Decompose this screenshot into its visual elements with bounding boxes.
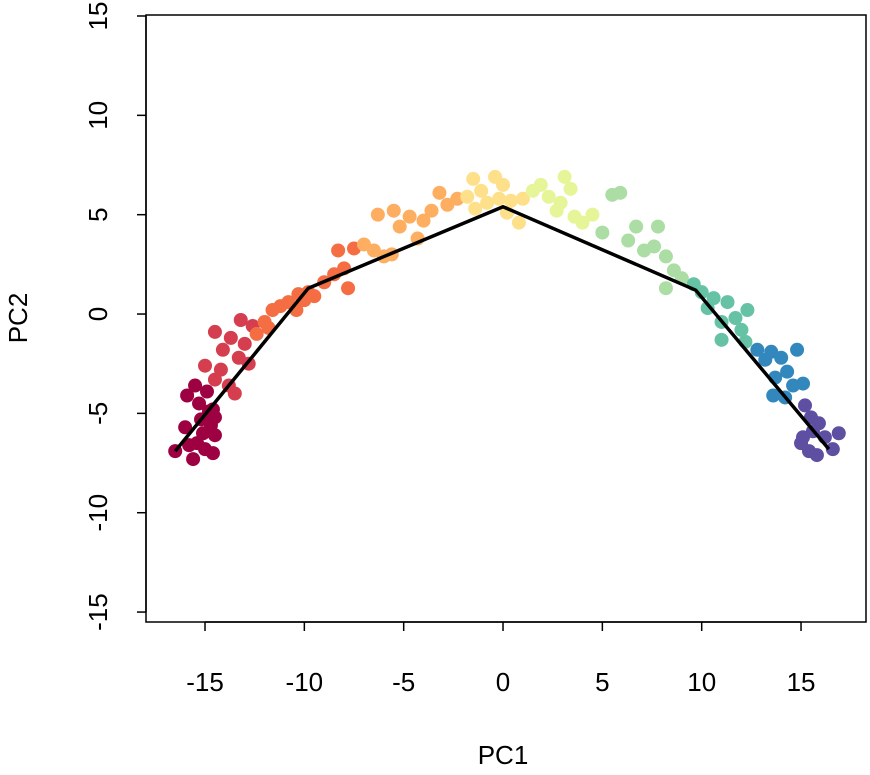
- point: [186, 452, 201, 467]
- point: [658, 281, 673, 296]
- point: [468, 201, 483, 216]
- point: [205, 446, 220, 461]
- point: [647, 239, 662, 254]
- point: [188, 378, 203, 393]
- y-tick-label: -10: [83, 494, 113, 532]
- point: [750, 342, 765, 357]
- point: [563, 181, 578, 196]
- y-tick-label: -5: [83, 402, 113, 425]
- point: [553, 195, 568, 210]
- point: [658, 249, 673, 264]
- point: [392, 219, 407, 234]
- point: [370, 207, 385, 222]
- x-tick-label: 10: [687, 667, 716, 697]
- point: [233, 312, 248, 327]
- point: [207, 410, 222, 425]
- point: [227, 386, 242, 401]
- y-tick-label: 10: [83, 101, 113, 130]
- x-axis-label: PC1: [478, 740, 529, 770]
- point: [196, 426, 211, 441]
- point: [541, 189, 556, 204]
- y-tick-label: -15: [83, 593, 113, 631]
- point: [192, 396, 207, 411]
- point: [424, 203, 439, 218]
- plot-frame: [145, 14, 867, 623]
- point: [503, 193, 518, 208]
- point: [533, 177, 548, 192]
- point: [629, 219, 644, 234]
- x-tick-label: -10: [286, 667, 324, 697]
- point: [237, 336, 252, 351]
- point: [307, 289, 322, 304]
- point: [249, 326, 264, 341]
- point: [432, 185, 447, 200]
- y-axis-label: PC2: [3, 293, 33, 344]
- point: [766, 388, 781, 403]
- point: [595, 225, 610, 240]
- point: [198, 358, 213, 373]
- point: [774, 350, 789, 365]
- point: [809, 448, 824, 463]
- point: [557, 169, 572, 184]
- point: [780, 364, 795, 379]
- point: [480, 195, 495, 210]
- point: [199, 384, 214, 399]
- point: [794, 436, 809, 451]
- point: [416, 213, 431, 228]
- point: [585, 207, 600, 222]
- principal-curve: [173, 204, 831, 453]
- point: [790, 342, 805, 357]
- x-tick-label: 0: [496, 667, 510, 697]
- point: [613, 185, 628, 200]
- point: [492, 191, 507, 206]
- point: [515, 191, 530, 206]
- point: [207, 324, 222, 339]
- point: [496, 177, 511, 192]
- x-tick-label: -5: [392, 667, 415, 697]
- point: [706, 291, 721, 306]
- point: [460, 189, 475, 204]
- x-tick-label: -15: [186, 667, 224, 697]
- point: [215, 342, 230, 357]
- x-tick-label: 5: [595, 667, 609, 697]
- point: [740, 303, 755, 318]
- point: [341, 281, 356, 296]
- point: [474, 183, 489, 198]
- point: [650, 219, 665, 234]
- y-tick-label: 5: [83, 207, 113, 221]
- point: [178, 420, 193, 435]
- point: [575, 215, 590, 230]
- point: [796, 376, 811, 391]
- point: [831, 426, 846, 441]
- point: [720, 295, 735, 310]
- point: [182, 438, 197, 453]
- y-tick-label: 15: [83, 2, 113, 31]
- point: [511, 215, 526, 230]
- y-tick-label: 0: [83, 307, 113, 321]
- point: [213, 362, 228, 377]
- point: [180, 388, 195, 403]
- point: [621, 233, 636, 248]
- point: [825, 442, 840, 457]
- point: [466, 171, 481, 186]
- point: [386, 203, 401, 218]
- x-tick-label: 15: [787, 667, 816, 697]
- point: [734, 322, 749, 337]
- point: [223, 330, 238, 345]
- point: [331, 243, 346, 258]
- point: [728, 311, 743, 326]
- point: [402, 209, 417, 224]
- point: [714, 332, 729, 347]
- point: [798, 398, 813, 413]
